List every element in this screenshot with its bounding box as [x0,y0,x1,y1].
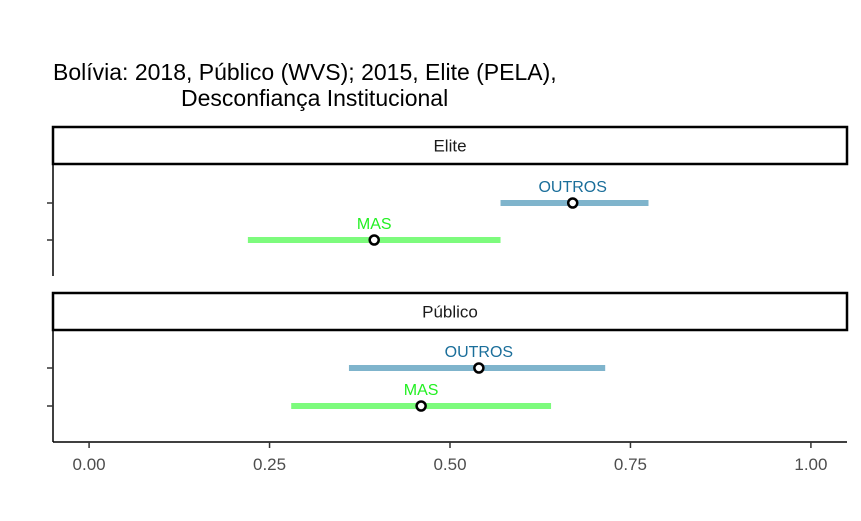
facet-panels: Elite OUTROS MAS Público OUTROS MAS [47,125,849,442]
x-tick-label: 0.75 [614,455,647,474]
facet-strip-label: Público [422,303,478,322]
chart-title-line-1: Bolívia: 2018, Público (WVS); 2015, Elit… [53,59,557,85]
facet-strip [51,291,849,332]
facet-strip [51,125,849,166]
x-tick-label: 0.25 [253,455,286,474]
point-label: MAS [404,382,439,399]
x-axis: 0.00 0.25 0.50 0.75 1.00 [53,441,847,474]
x-tick-label: 0.00 [73,455,106,474]
facet-panel-1: Elite OUTROS MAS [47,125,849,276]
point-label: OUTROS [445,344,513,361]
series-row-mas: MAS [47,216,501,246]
estimate-point [566,197,579,209]
x-tick-label: 0.50 [433,455,466,474]
series-row-mas: MAS [47,382,552,412]
series-row-outros: OUTROS [47,179,649,209]
facet-strip-label: Elite [433,137,466,156]
x-tick-label: 1.00 [794,455,827,474]
point-label: MAS [357,216,392,233]
chart-title-line-2: Desconfiança Institucional [181,85,448,111]
facet-panel-2: Público OUTROS MAS [47,291,849,442]
series-row-outros: OUTROS [47,344,606,374]
estimate-point [368,234,380,246]
chart-title: Bolívia: 2018, Público (WVS); 2015, Elit… [53,59,557,111]
point-label: OUTROS [538,179,606,196]
estimate-point [415,400,427,412]
estimate-point [473,362,485,374]
